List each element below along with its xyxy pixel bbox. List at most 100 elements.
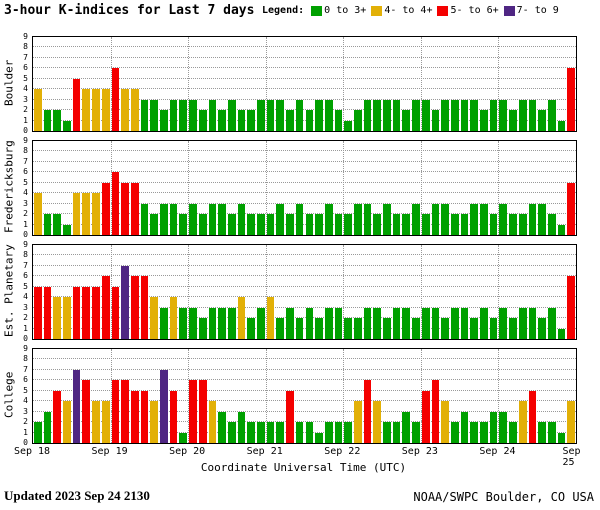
panel-college: [32, 348, 577, 444]
x-tick-label: Sep 21: [246, 446, 283, 457]
y-tick-label: 6: [23, 167, 28, 177]
k-index-bar: [441, 401, 449, 443]
k-index-bar: [111, 172, 120, 235]
y-tick-label: 3: [23, 302, 28, 312]
k-index-bar: [518, 307, 527, 339]
k-index-bar: [334, 110, 343, 131]
k-index-bar: [460, 307, 469, 339]
k-index-bar: [257, 214, 265, 235]
k-index-bar: [198, 318, 207, 339]
k-index-bar: [324, 422, 333, 443]
h-gridline: [33, 317, 576, 319]
k-index-bar: [441, 203, 449, 235]
k-index-bar: [121, 182, 129, 235]
k-index-bar: [470, 422, 479, 443]
h-gridline: [33, 213, 576, 215]
chart-title: 3-hour K-indices for Last 7 days: [4, 3, 255, 18]
legend-item-label: 7- to 9: [516, 5, 559, 16]
k-index-bar: [237, 297, 246, 339]
y-tick-label: 2: [23, 313, 28, 323]
k-index-bar: [363, 99, 372, 131]
k-index-bar: [218, 307, 226, 339]
v-gridline: [343, 141, 345, 235]
k-index-bar: [509, 110, 517, 131]
y-tick-label: 7: [23, 260, 28, 270]
station-label: Boulder: [2, 59, 16, 107]
updated-text: Updated 2023 Sep 24 2130: [4, 488, 150, 504]
k-index-bar: [179, 214, 188, 235]
k-index-bar: [286, 214, 294, 235]
k-index-bar: [63, 401, 71, 443]
k-index-bar: [392, 99, 401, 131]
k-index-bar: [237, 203, 246, 235]
k-index-bar: [450, 214, 459, 235]
k-index-bar: [480, 110, 488, 131]
k-index-bar: [547, 422, 556, 443]
h-gridline: [33, 46, 576, 48]
y-tick-label: 2: [23, 105, 28, 115]
h-gridline: [33, 421, 576, 423]
k-index-bar: [111, 380, 120, 443]
k-index-bar: [82, 286, 91, 339]
k-index-bar: [315, 432, 323, 443]
k-index-bar: [373, 214, 382, 235]
k-index-bar: [334, 214, 343, 235]
k-index-bar: [72, 286, 81, 339]
station-label: Fredericksburg: [2, 140, 16, 234]
k-index-bar: [305, 110, 314, 131]
h-gridline: [33, 410, 576, 412]
k-index-bar: [431, 380, 440, 443]
h-gridline: [33, 109, 576, 111]
k-index-bar: [567, 276, 575, 339]
legend-item-label: 0 to 3+: [324, 5, 367, 16]
k-index-bar: [315, 214, 323, 235]
k-index-bar: [266, 422, 275, 443]
k-index-bar: [489, 318, 498, 339]
y-tick-label: 7: [23, 52, 28, 62]
k-index-bar: [480, 422, 488, 443]
k-index-bar: [286, 110, 294, 131]
k-index-bar: [43, 110, 52, 131]
y-tick-label: 6: [23, 63, 28, 73]
k-index-bar: [295, 422, 304, 443]
k-index-bar: [353, 318, 362, 339]
k-index-bar: [208, 401, 217, 443]
k-index-bar: [53, 214, 62, 235]
k-index-bar: [257, 422, 265, 443]
k-index-bar: [72, 369, 81, 443]
k-index-bar: [315, 99, 323, 131]
k-index-bar: [470, 99, 479, 131]
v-gridline: [420, 141, 422, 235]
k-index-bar: [431, 110, 440, 131]
y-tick-label: 8: [23, 354, 28, 364]
updated-label: Updated: [4, 488, 52, 503]
y-tick-label: 9: [23, 136, 28, 145]
k-index-bar: [266, 214, 275, 235]
legend-item-label: 4- to 4+: [384, 5, 433, 16]
k-index-bar: [276, 422, 285, 443]
k-index-bar: [266, 297, 275, 339]
x-tick-label: Sep 22: [324, 446, 361, 457]
k-index-bar: [169, 203, 178, 235]
h-gridline: [33, 358, 576, 360]
y-tick-label: 3: [23, 94, 28, 104]
h-gridline: [33, 171, 576, 173]
station-label: Est. Planetary: [2, 244, 16, 338]
k-index-bar: [363, 380, 372, 443]
y-tick-label: 8: [23, 250, 28, 260]
y-tick-label: 5: [23, 177, 28, 187]
k-index-bar: [111, 286, 120, 339]
k-index-bar: [169, 297, 178, 339]
k-index-bar: [363, 203, 372, 235]
k-index-bar: [140, 99, 149, 131]
h-gridline: [33, 160, 576, 162]
k-index-bar: [247, 214, 255, 235]
k-index-bar: [383, 318, 391, 339]
k-index-bar: [169, 99, 178, 131]
k-index-bar: [499, 411, 508, 443]
h-gridline: [33, 389, 576, 391]
y-tick-label: 7: [23, 364, 28, 374]
h-gridline: [33, 368, 576, 370]
h-gridline: [33, 56, 576, 58]
k-index-bar: [421, 307, 430, 339]
